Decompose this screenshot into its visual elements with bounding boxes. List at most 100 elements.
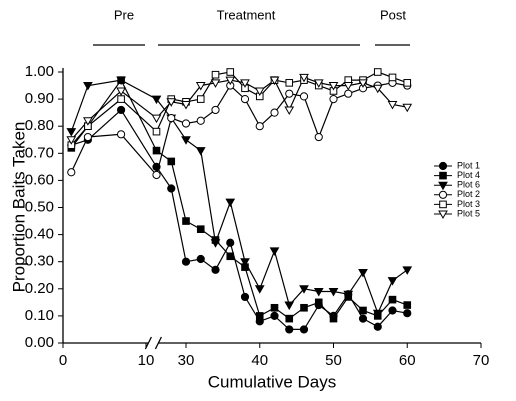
point	[240, 258, 250, 267]
point	[240, 292, 250, 302]
point	[270, 311, 279, 320]
point	[299, 92, 309, 101]
point	[226, 68, 235, 76]
point	[195, 82, 206, 91]
point	[225, 76, 236, 86]
legend-label: Plot 5	[457, 208, 480, 218]
y-axis-title: Proportion Baits Taken	[9, 122, 28, 293]
point	[285, 89, 294, 98]
legend-marker	[438, 181, 448, 191]
y-tick-label: 0.30	[25, 253, 54, 270]
series-line	[70, 78, 408, 320]
y-tick-label: 1.00	[25, 63, 54, 80]
point	[240, 95, 250, 104]
point	[358, 269, 368, 278]
point	[226, 238, 235, 247]
point	[358, 79, 368, 88]
point	[328, 82, 339, 91]
point	[255, 122, 264, 131]
point	[284, 106, 295, 115]
point	[284, 301, 295, 311]
legend-marker	[439, 171, 447, 180]
x-tick-label: 60	[399, 352, 416, 369]
point	[167, 113, 176, 123]
point	[152, 127, 161, 136]
point	[196, 95, 205, 103]
point	[152, 146, 161, 155]
point	[403, 79, 412, 87]
legend-marker	[438, 210, 448, 220]
point	[343, 290, 354, 300]
point	[285, 314, 294, 323]
y-tick-label: 0.00	[25, 334, 54, 351]
point	[225, 198, 236, 208]
point	[166, 98, 177, 107]
point	[211, 265, 220, 274]
point	[210, 239, 221, 248]
point	[196, 116, 205, 125]
point	[151, 114, 162, 124]
point	[313, 79, 324, 88]
y-tick-label: 0.80	[25, 117, 54, 134]
point	[116, 76, 126, 86]
point	[372, 84, 383, 94]
series-line	[71, 108, 408, 330]
x-tick-label: 40	[251, 352, 268, 369]
point	[181, 101, 191, 110]
point	[181, 136, 191, 145]
point	[240, 79, 250, 88]
point	[329, 95, 338, 104]
point	[181, 119, 191, 128]
point	[299, 285, 309, 294]
legend-label: Plot 1	[457, 160, 480, 170]
point	[300, 303, 308, 312]
point	[402, 266, 413, 275]
legend-marker	[438, 190, 448, 199]
legend-label: Plot 6	[457, 180, 480, 190]
legend-label: Plot 4	[457, 170, 480, 180]
point	[388, 73, 397, 82]
point	[117, 95, 125, 103]
point	[196, 225, 205, 233]
x-tick-label: 70	[473, 352, 490, 369]
point	[373, 68, 382, 76]
point	[372, 309, 383, 319]
point	[255, 312, 264, 320]
point	[270, 303, 279, 312]
point	[359, 306, 367, 315]
point	[358, 314, 368, 323]
point	[67, 168, 76, 177]
point	[313, 288, 324, 297]
point	[402, 103, 413, 113]
legend-marker	[438, 161, 448, 171]
point	[196, 254, 205, 264]
point	[314, 132, 323, 142]
x-axis-title: Cumulative Days	[208, 372, 337, 391]
phase-label: Post	[380, 7, 406, 22]
legend-label: Plot 3	[457, 199, 480, 209]
point	[167, 157, 176, 166]
point	[66, 136, 77, 145]
x-tick-label: 0	[59, 352, 67, 369]
point	[116, 87, 126, 96]
point	[181, 257, 191, 266]
axis-break	[154, 336, 162, 350]
y-tick-label: 0.60	[25, 171, 54, 188]
point	[299, 325, 309, 334]
x-tick-label: 10	[138, 352, 155, 369]
phase-label: Pre	[114, 7, 134, 22]
point	[314, 298, 323, 307]
y-tick-label: 0.50	[25, 198, 54, 215]
point	[403, 309, 412, 318]
y-tick-label: 0.70	[25, 144, 54, 161]
point	[269, 76, 280, 86]
point	[211, 70, 220, 79]
point	[117, 105, 126, 115]
point	[388, 306, 397, 315]
point	[254, 87, 265, 96]
point	[182, 217, 190, 225]
point	[299, 73, 309, 83]
point	[167, 184, 176, 193]
point	[387, 101, 398, 110]
